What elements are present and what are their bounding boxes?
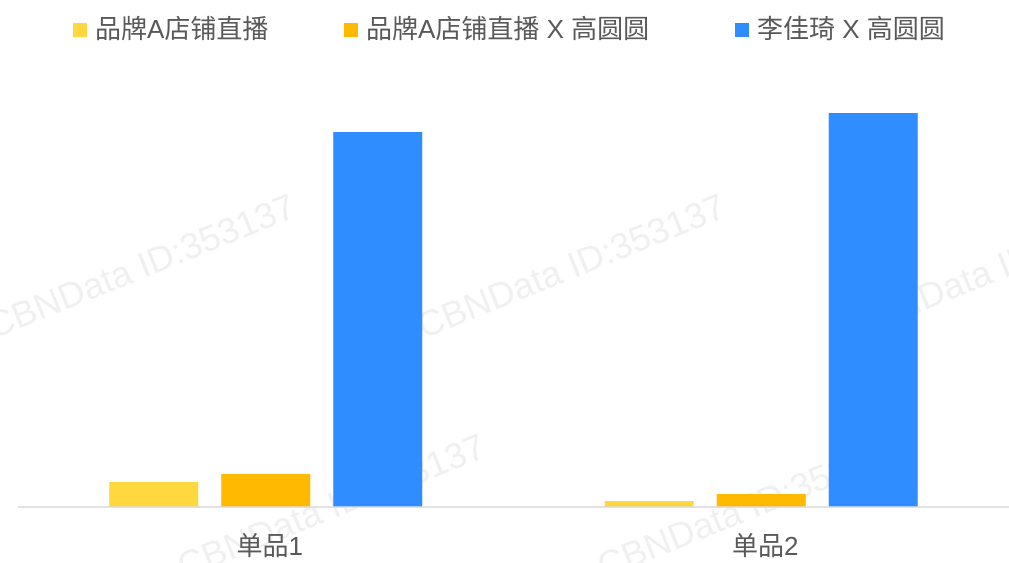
legend-swatch [735,23,749,37]
watermark: CBNData ID:353137 [0,185,301,346]
bar [221,474,311,507]
bar [604,501,694,507]
bar [333,132,423,507]
x-tick-label: 单品2 [732,531,798,561]
legend-swatch [344,23,358,37]
legend-label: 品牌A店铺直播 [95,14,268,44]
bar [716,494,806,507]
bar [828,113,918,507]
legend-label: 李佳琦 X 高圆圆 [757,14,945,44]
bar [109,482,199,507]
watermark: CBNData ID:353137 [171,425,491,563]
legend-label: 品牌A店铺直播 X 高圆圆 [366,14,649,44]
legend-swatch [73,23,87,37]
watermark: CBNData ID:353137 [411,185,731,346]
x-tick-label: 单品1 [237,531,303,561]
